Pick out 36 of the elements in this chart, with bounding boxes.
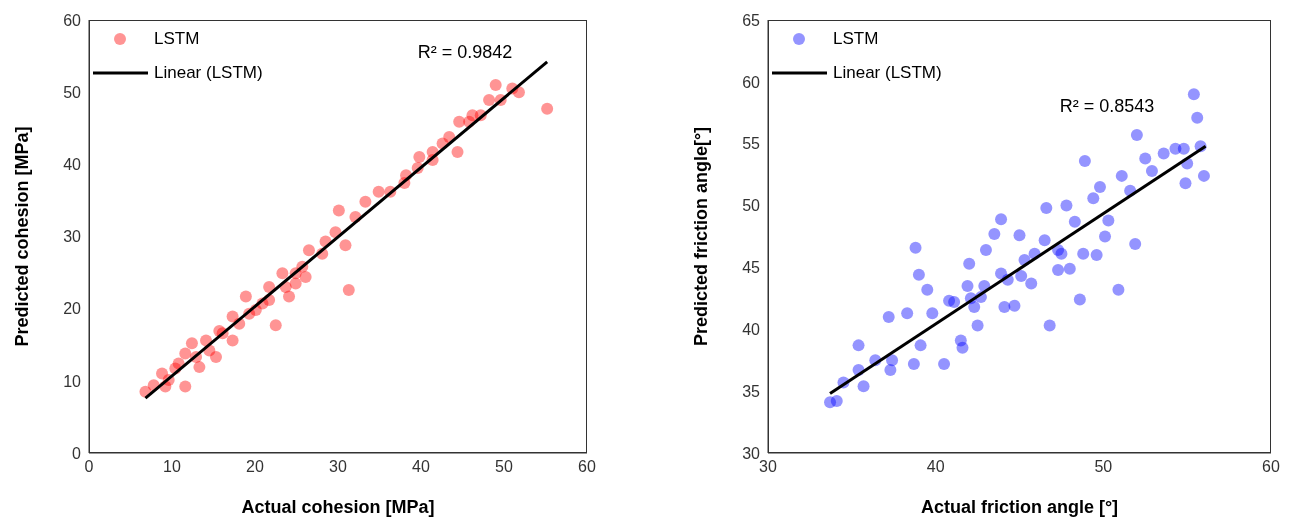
- annotation: R² = 0.8543: [1059, 96, 1155, 117]
- y-tick-label: 0: [72, 444, 82, 462]
- x-tick-label: 30: [329, 458, 347, 476]
- legend-label: LSTM: [833, 28, 879, 50]
- y-tick-label: 40: [63, 156, 82, 174]
- y-tick-label: 30: [63, 228, 82, 246]
- y-tick-label: 20: [63, 300, 82, 318]
- y-axis-title: Predicted cohesion [MPa]: [12, 126, 33, 347]
- y-tick-label: 10: [63, 372, 82, 390]
- x-tick-label: 40: [926, 458, 945, 476]
- y-tick-label: 65: [742, 11, 761, 29]
- x-axis-title: Actual cohesion [MPa]: [241, 497, 435, 517]
- x-tick-label: 60: [1262, 458, 1280, 476]
- x-tick-label: 20: [246, 458, 264, 476]
- legend-label: Linear (LSTM): [154, 62, 263, 84]
- x-tick-label: 50: [495, 458, 513, 476]
- y-tick-label: 55: [742, 135, 761, 153]
- y-tick-label: 60: [63, 11, 82, 29]
- legend-label: Linear (LSTM): [833, 62, 942, 84]
- y-tick-label: 60: [742, 73, 761, 91]
- x-tick-label: 60: [578, 458, 596, 476]
- x-axis-title: Actual friction angle [°]: [920, 497, 1119, 517]
- y-tick-label: 35: [742, 382, 761, 400]
- y-tick-label: 50: [742, 197, 761, 215]
- y-tick-label: 50: [63, 83, 82, 101]
- legend-label: LSTM: [154, 28, 200, 50]
- y-tick-label: 40: [742, 320, 761, 338]
- y-tick-label: 45: [742, 259, 761, 277]
- x-tick-label: 30: [759, 458, 777, 476]
- annotation: R² = 0.9842: [417, 42, 513, 63]
- x-tick-label: 40: [412, 458, 430, 476]
- x-tick-label: 50: [1094, 458, 1113, 476]
- x-tick-label: 0: [84, 458, 94, 476]
- x-tick-label: 10: [163, 458, 181, 476]
- y-axis-title: Predicted friction angle[°]: [691, 126, 712, 347]
- y-tick-label: 30: [742, 444, 761, 462]
